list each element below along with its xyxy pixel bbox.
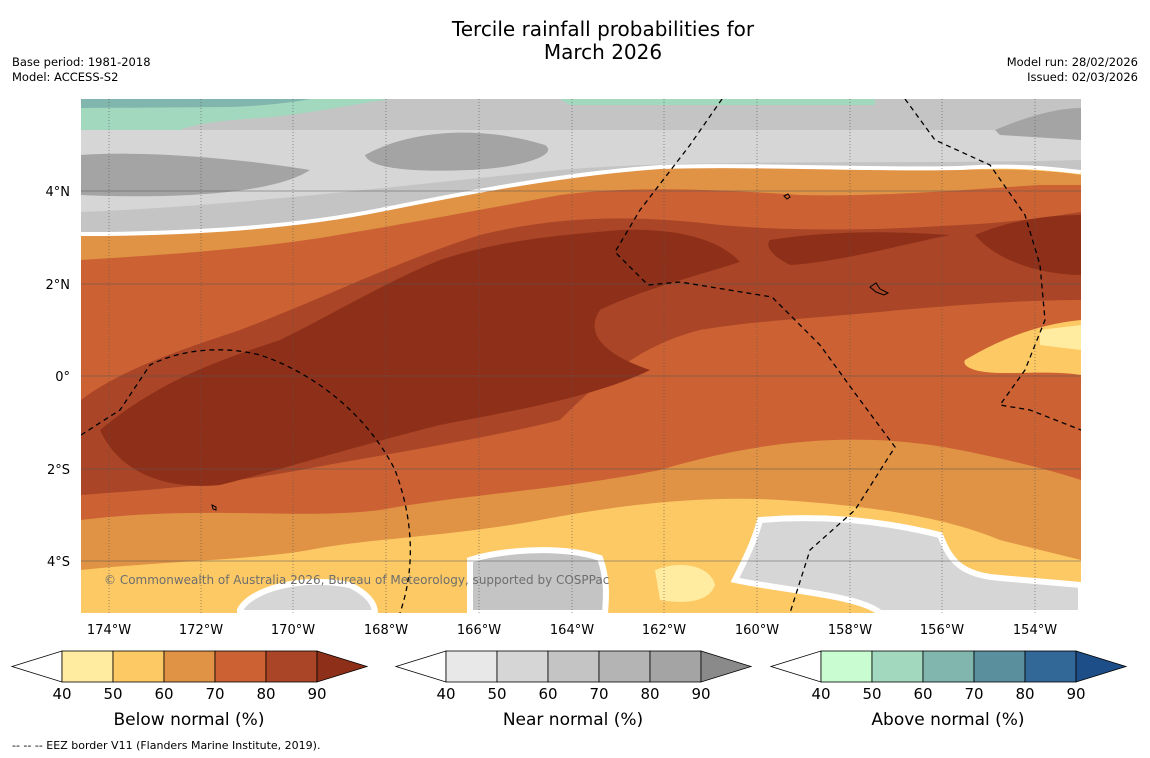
title-line-1: Tercile rainfall probabilities for	[451, 17, 755, 41]
colorbar-tick: 70	[589, 685, 608, 703]
field-below-40-50-south	[655, 565, 715, 602]
colorbar-tick: 90	[1066, 685, 1085, 703]
colorbar-swatch	[820, 650, 873, 683]
colorbar-tick: 60	[154, 685, 173, 703]
colorbar-extend-high	[700, 650, 753, 683]
field-below-90-mid	[768, 232, 950, 265]
model-run: Model run: 28/02/2026	[1006, 55, 1138, 69]
eez-borders	[81, 99, 1081, 613]
colorbar-swatch	[649, 650, 702, 683]
lon-label: 172°W	[179, 623, 223, 638]
colorbar-tick: 90	[307, 685, 326, 703]
meta-left: Base period: 1981-2018 Model: ACCESS-S2	[12, 55, 151, 85]
lat-label: 0°	[55, 370, 70, 385]
graticule	[81, 99, 1081, 613]
colorbar-tick: 60	[913, 685, 932, 703]
lon-label: 166°W	[457, 623, 501, 638]
colorbar-swatch	[598, 650, 651, 683]
colorbar-extend-low	[394, 650, 447, 683]
eez-legend-footer: -- -- -- EEZ border V11 (Flanders Marine…	[12, 739, 321, 752]
colorbar-tick: 80	[640, 685, 659, 703]
colorbar-swatch	[112, 650, 165, 683]
field-near-80-north-west	[81, 153, 310, 197]
colorbar-tick: 40	[811, 685, 830, 703]
colorbar-label: Below normal (%)	[114, 710, 265, 730]
lat-label: 2°N	[46, 278, 71, 293]
field-near-80-north-east	[995, 108, 1081, 140]
lon-label: 164°W	[550, 623, 594, 638]
colorbar-near-normal: Near normal (%) 40 50 60 70 80 90	[394, 650, 753, 730]
field-near-50-60-north	[81, 130, 1081, 212]
colorbar-swatch	[496, 650, 549, 683]
lat-label: 4°S	[47, 555, 70, 570]
longitude-axis: 174°W 172°W 170°W 168°W 166°W 164°W 162°…	[87, 623, 1057, 638]
colorbar-swatch	[445, 650, 498, 683]
colorbar-swatch	[922, 650, 975, 683]
colorbar-tick: 40	[52, 685, 71, 703]
field-above-60-70	[81, 99, 310, 108]
title-line-2: March 2026	[543, 40, 663, 64]
colorbar-tick: 70	[205, 685, 224, 703]
colorbar-above-normal: Above normal (%) 40 50 60 70 80 90	[769, 650, 1128, 730]
colorbar-tick: 40	[436, 685, 455, 703]
colorbar-swatch	[265, 650, 318, 683]
colorbar-extend-high	[316, 650, 369, 683]
chart-title: Tercile rainfall probabilities for March…	[0, 18, 1150, 64]
colorbar-swatch	[214, 650, 267, 683]
lon-label: 170°W	[271, 623, 315, 638]
field-below-40-50-east	[1040, 325, 1081, 350]
field-below-90-core	[100, 229, 740, 486]
model-name: Model: ACCESS-S2	[12, 70, 119, 84]
colorbar-tick: 50	[487, 685, 506, 703]
lon-label: 154°W	[1013, 623, 1057, 638]
colorbar-tick: 80	[256, 685, 275, 703]
colorbar-tick: 70	[964, 685, 983, 703]
colorbar-below-normal: Below normal (%) 40 50 60 70 80 90	[10, 650, 369, 730]
lon-label: 168°W	[364, 623, 408, 638]
colorbar-swatch	[547, 650, 600, 683]
colorbar-extend-low	[769, 650, 822, 683]
colorbar-tick: 60	[538, 685, 557, 703]
lat-label: 2°S	[47, 463, 70, 478]
field-near-south-east	[730, 515, 1081, 613]
latitude-axis: 4°N 2°N 0° 2°S 4°S	[46, 185, 71, 570]
lon-label: 160°W	[735, 623, 779, 638]
colorbar-extend-high	[1075, 650, 1128, 683]
colorbar-swatch	[973, 650, 1026, 683]
lon-label: 174°W	[87, 623, 131, 638]
colorbar-tick: 80	[1015, 685, 1034, 703]
colorbar-extend-low	[10, 650, 63, 683]
colorbar-swatch	[871, 650, 924, 683]
colorbar-swatch	[163, 650, 216, 683]
field-below-90-east	[975, 215, 1081, 275]
lat-label: 4°N	[46, 185, 71, 200]
base-period: Base period: 1981-2018	[12, 55, 151, 69]
lon-label: 156°W	[920, 623, 964, 638]
copyright-notice: © Commonwealth of Australia 2026, Bureau…	[104, 573, 609, 587]
meta-right: Model run: 28/02/2026 Issued: 02/03/2026	[1007, 55, 1138, 85]
lon-label: 158°W	[828, 623, 872, 638]
field-above-50-60-east	[560, 99, 875, 105]
field-near-south-west	[237, 578, 379, 613]
colorbar-label: Above normal (%)	[871, 710, 1024, 730]
colorbar-swatch	[61, 650, 114, 683]
colorbar-swatch	[1024, 650, 1077, 683]
colorbar-tick: 50	[103, 685, 122, 703]
colorbar-tick: 90	[691, 685, 710, 703]
probability-field	[81, 99, 1081, 613]
field-below-60-70-north	[81, 167, 1081, 260]
colorbar-label: Near normal (%)	[503, 710, 643, 730]
field-near-80-north-mid	[365, 132, 549, 171]
issued-date: Issued: 02/03/2026	[1027, 70, 1138, 84]
colorbar-tick: 50	[862, 685, 881, 703]
islands	[211, 193, 890, 511]
lon-label: 162°W	[642, 623, 686, 638]
